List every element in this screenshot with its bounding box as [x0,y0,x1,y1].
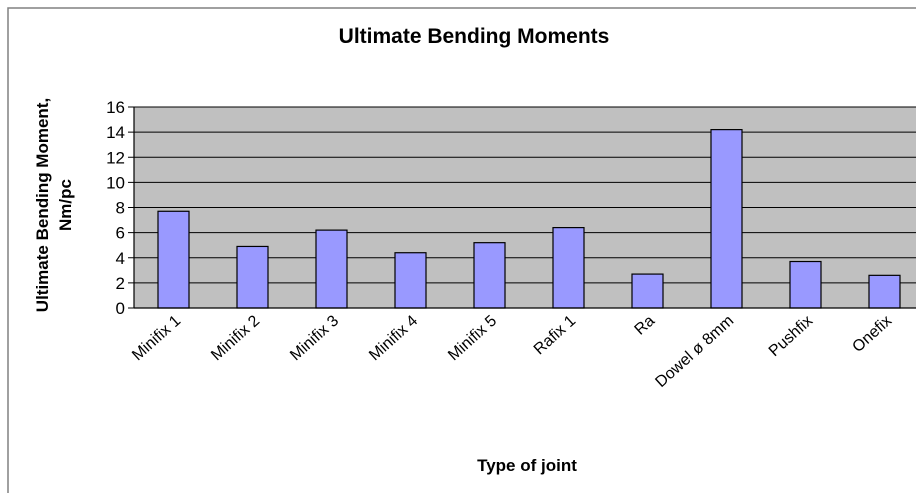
y-tick-label: 6 [116,224,125,243]
bar [710,129,743,309]
bar [552,227,585,309]
chart-title: Ultimate Bending Moments [339,25,610,48]
x-axis-title: Type of joint [477,456,577,475]
bar [157,210,190,309]
y-tick-label: 14 [106,123,125,142]
bar [868,274,901,309]
y-axis-title-line-2: Nm/pc [56,179,75,231]
bar [315,229,348,309]
bars [157,129,901,309]
y-tick-label: 16 [106,98,125,117]
y-tick-labels: 0 2 4 6 8 10 12 14 16 [106,98,125,318]
y-tick-label: 8 [116,199,125,218]
y-tick-label: 4 [116,249,125,268]
y-axis-title-line-1: Ultimate Bending Moment, [33,98,52,312]
bar [473,242,506,309]
bar [236,245,269,309]
bar [789,260,822,309]
y-tick-label: 0 [116,299,125,318]
y-tick-label: 10 [106,173,125,192]
bar [631,273,664,309]
y-axis-title: Ultimate Bending Moment, Nm/pc [33,98,75,312]
y-tick-label: 2 [116,274,125,293]
y-tick-label: 12 [106,148,125,167]
bar [394,252,427,309]
